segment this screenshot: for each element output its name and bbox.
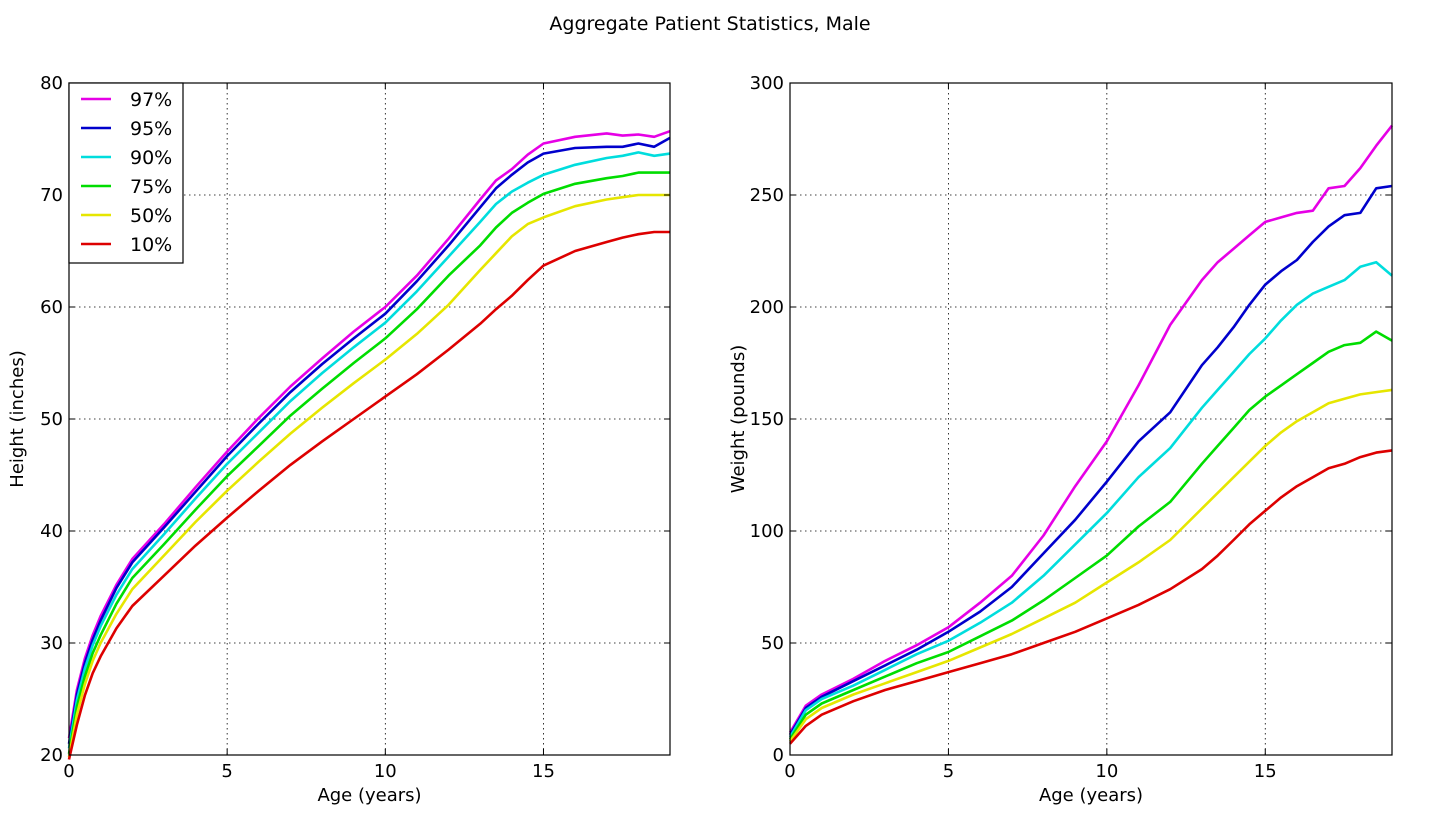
weight-x-tick-label: 0 [784,761,795,782]
legend-label-10: 10% [130,234,172,256]
height-y-tick-label: 70 [40,185,63,206]
legend-label-75: 75% [130,176,172,198]
figure-title: Aggregate Patient Statistics, Male [549,13,870,35]
legend-label-97: 97% [130,89,172,111]
height-y-tick-label: 20 [40,745,63,766]
height-line-50 [67,193,670,758]
height-y-tick-label: 60 [40,297,63,318]
legend-label-50: 50% [130,205,172,227]
weight-y-axis-label: Weight (pounds) [728,345,749,494]
height-y-tick-label: 40 [40,521,63,542]
weight-y-tick-label: 250 [750,185,784,206]
legend-box [68,82,184,264]
height-y-tick-label: 30 [40,633,63,654]
weight-line-50 [788,388,1393,743]
height-line-95 [67,136,671,745]
weight-line-10 [789,449,1393,745]
legend: 97% 95% 90% 75% 50% 10% [68,82,184,264]
height-y-tick-label: 50 [40,409,63,430]
weight-y-tick-label: 100 [750,521,784,542]
weight-y-tick-label: 50 [761,633,784,654]
weight-x-axis-label: Age (years) [1039,785,1143,806]
height-line-97 [67,129,671,739]
height-y-tick-label: 80 [40,73,63,94]
weight-x-tick-label: 5 [943,761,954,782]
height-line-90 [67,151,671,749]
legend-label-95: 95% [130,118,172,140]
height-x-axis-label: Age (years) [317,785,421,806]
weight-y-tick-label: 300 [750,73,784,94]
height-line-75 [67,171,670,755]
weight-y-tick-label: 150 [750,409,784,430]
height-x-tick-label: 15 [532,761,555,782]
weight-y-tick-label: 0 [773,745,784,766]
weight-y-tick-label: 200 [750,297,784,318]
legend-label-90: 90% [130,147,172,169]
weight-series-lines [788,124,1394,745]
height-x-tick-label: 10 [374,761,397,782]
height-x-tick-label: 5 [221,761,232,782]
height-y-axis-label: Height (inches) [7,350,28,487]
weight-line-90 [788,260,1393,738]
height-ticks: 0 5 10 15 20 30 40 50 60 70 80 [40,73,670,782]
height-line-10 [67,230,670,760]
weight-line-75 [788,330,1393,741]
weight-line-95 [788,184,1393,736]
weight-x-tick-label: 15 [1254,761,1277,782]
height-chart: 0 5 10 15 20 30 40 50 60 70 80 Age (years) Height … [7,73,671,806]
weight-x-tick-label: 10 [1095,761,1118,782]
weight-grid [790,83,1392,755]
height-x-tick-label: 0 [63,761,74,782]
weight-line-97 [788,124,1394,734]
height-series-lines [67,129,671,760]
